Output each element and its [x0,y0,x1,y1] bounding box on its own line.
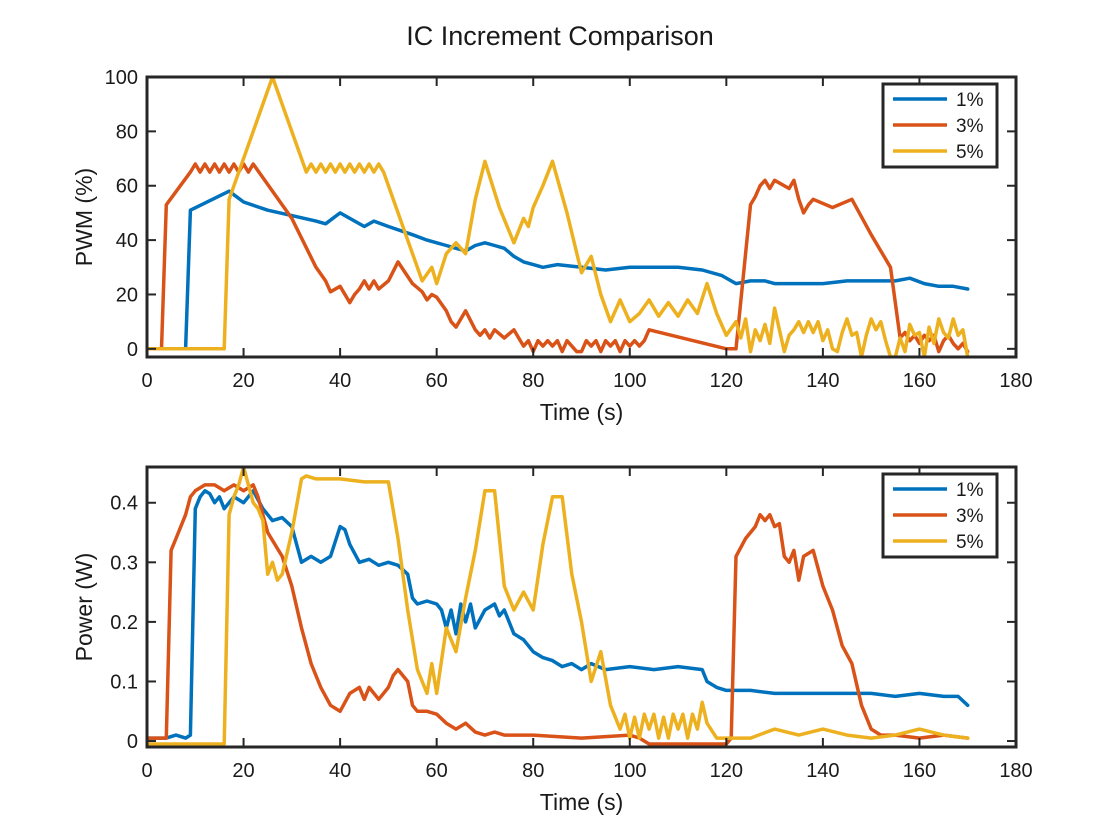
power-series-line-5pct [147,467,970,746]
power-x-tick-label: 120 [710,760,743,782]
pwm-x-tick-label: 140 [806,370,839,392]
pwm-legend-entry: 5% [956,142,984,163]
power-axes-frame [145,465,1018,749]
pwm-legend-entry: 3% [956,116,984,137]
power-legend-entry: 5% [956,532,984,553]
pwm-y-axis-label: PWM (%) [71,168,97,266]
power-series-line-3pct [147,483,970,746]
pwm-legend-entry: 1% [956,90,984,111]
power-y-tick-label: 0.4 [110,493,138,515]
pwm-x-tick-label: 180 [999,370,1032,392]
power-y-tick-label: 0.1 [110,671,138,693]
pwm-series-line-1pct [147,189,970,351]
power-x-tick-label: 0 [141,760,152,782]
pwm-x-tick-label: 40 [329,370,351,392]
power-y-tick-label: 0.3 [110,552,138,574]
power-y-axis-label: Power (W) [71,553,97,662]
power-legend-entry: 1% [956,480,984,501]
power-x-tick-label: 140 [806,760,839,782]
power-legend: 1% 3% 5% [881,472,999,559]
power-x-axis-label: Time (s) [540,789,623,815]
pwm-legend: 1% 3% 5% [881,82,999,169]
pwm-x-tick-label: 60 [426,370,448,392]
pwm-subplot: 0 20 40 60 80 100 120 140 160 180 0 20 40 60 80 100 Time… [71,67,1033,425]
power-y-tick-label: 0 [127,731,138,753]
pwm-x-axis-label: Time (s) [540,399,623,425]
pwm-y-tick-label: 0 [127,339,138,361]
pwm-x-tick-label: 100 [613,370,646,392]
pwm-y-tick-label: 20 [116,284,138,306]
power-x-tick-label: 40 [329,760,351,782]
power-subplot: 0 20 40 60 80 100 120 140 160 180 0 0.1 0.2 0.3 0.4 Tim… [71,465,1033,815]
pwm-series-line-3pct [147,162,970,354]
power-x-tick-label: 100 [613,760,646,782]
pwm-x-tick-label: 0 [141,370,152,392]
pwm-x-tick-label: 80 [522,370,544,392]
power-x-tick-label: 80 [522,760,544,782]
power-x-tick-label: 60 [426,760,448,782]
power-y-tick-label: 0.2 [110,612,138,634]
figure-title: IC Increment Comparison [406,21,714,51]
pwm-x-tick-label: 160 [903,370,936,392]
power-x-tick-label: 180 [999,760,1032,782]
pwm-y-tick-label: 60 [116,176,138,198]
pwm-y-tick-label: 80 [116,121,138,143]
power-x-tick-label: 160 [903,760,936,782]
pwm-axes-frame [145,75,1018,359]
power-x-tick-label: 20 [232,760,254,782]
pwm-x-tick-label: 20 [232,370,254,392]
pwm-x-tick-label: 120 [710,370,743,392]
pwm-series-line-5pct [147,77,970,357]
pwm-y-tick-label: 40 [116,230,138,252]
power-legend-entry: 3% [956,506,984,527]
pwm-y-tick-label: 100 [105,67,138,89]
